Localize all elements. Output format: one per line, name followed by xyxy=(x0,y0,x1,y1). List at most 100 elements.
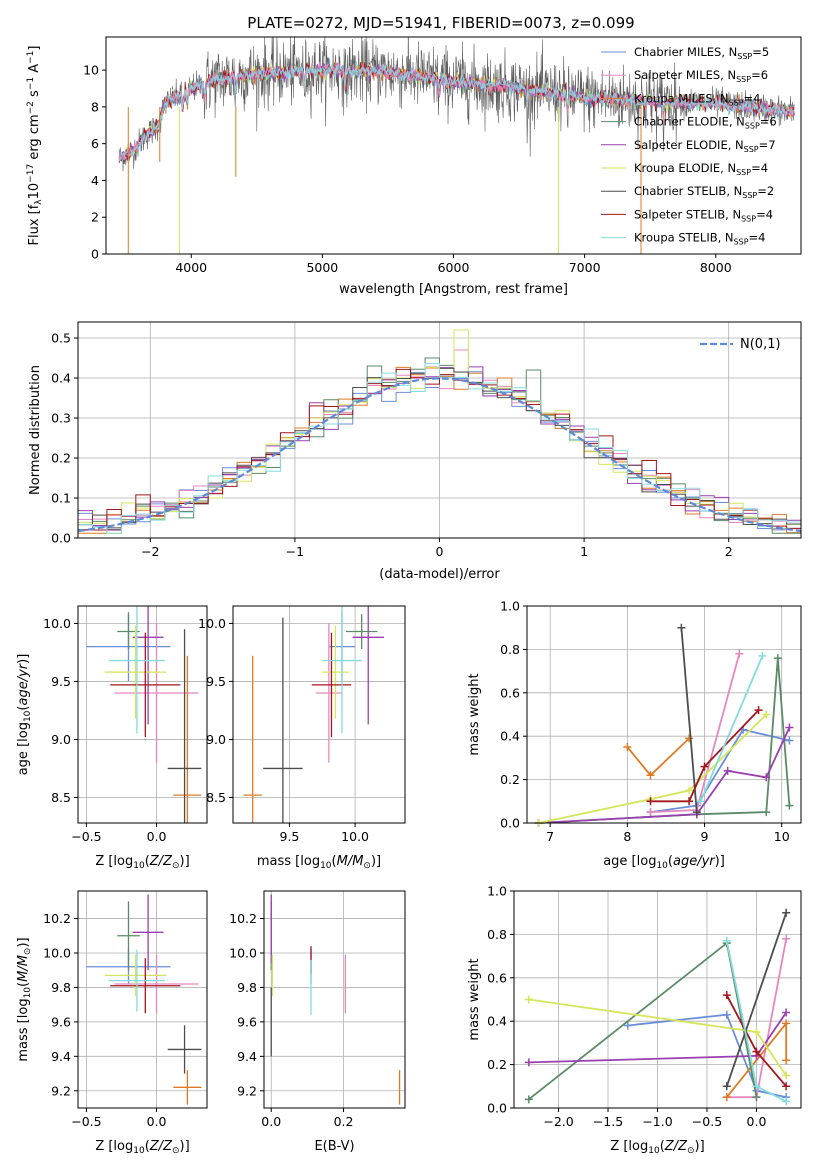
residuals-hist-kroupa-stelib xyxy=(78,363,801,538)
mass_vs_ebv-xtick-label: 0.0 xyxy=(261,1114,281,1129)
mass_vs_ebv-ytick-label: 9.6 xyxy=(237,1014,257,1029)
mass_weight_vs_age-xtick-label: 8 xyxy=(623,829,631,844)
age_vs_mass-ytick-label: 9.0 xyxy=(206,732,226,747)
residuals-normal-curve xyxy=(78,377,801,533)
spectrum-xtick-label: 4000 xyxy=(175,260,207,275)
mass-weight-vs-z-ylabel: mass weight xyxy=(467,958,482,1040)
mass_weight_vs_age-marker-3 xyxy=(773,654,782,663)
mass_weight_vs_age-marker-7 xyxy=(754,706,763,715)
age_vs_Z-ytick-label: 10.0 xyxy=(43,616,71,631)
mass_weight_vs_Z-marker-0 xyxy=(623,1021,632,1030)
mass_vs_Z-ytick-label: 9.2 xyxy=(51,1083,71,1098)
residuals-ytick-label: 0.3 xyxy=(51,411,71,426)
mass_vs_Z-axes: −0.5 0.0 9.2 9.4 9.6 9.8 10.0 10.2 xyxy=(43,891,207,1129)
residuals-xtick-label: 0 xyxy=(436,544,444,559)
mass_weight_vs_Z-marker-5 xyxy=(752,1028,761,1037)
mass_vs_ebv-points xyxy=(270,894,401,1105)
mass_weight_vs_age-marker-5 xyxy=(685,786,694,795)
mass_weight_vs_Z-marker-4 xyxy=(782,1008,791,1017)
mass_weight_vs_age-line-6 xyxy=(680,627,698,813)
residuals-frame xyxy=(77,321,802,539)
age_vs_Z-xtick-label: −0.5 xyxy=(71,829,101,844)
mass_weight_vs_Z-marker-2 xyxy=(782,1019,791,1028)
mass_weight_vs_age-line-4 xyxy=(538,727,791,824)
mass_weight_vs_age-xtick-label: 10 xyxy=(774,829,790,844)
mass_weight_vs_Z-marker-2 xyxy=(722,1093,731,1102)
mass_weight_vs_age-marker-4 xyxy=(723,766,732,775)
spectrum-xtick-label: 7000 xyxy=(569,260,601,275)
residuals-xtick-label: −1 xyxy=(286,544,304,559)
mass_weight_vs_age-marker-6 xyxy=(692,808,701,817)
age_vs_Z-ytick-label: 8.5 xyxy=(51,790,71,805)
age_vs_Z-ytick-label: 9.0 xyxy=(51,732,71,747)
mass_weight_vs_age-marker-5 xyxy=(762,710,771,719)
mass_weight_vs_Z-line-6 xyxy=(725,912,788,1087)
mass_weight_vs_age-ytick-label: 1.0 xyxy=(500,599,520,614)
spectrum-legend-entry: Kroupa MILES, NSSP=4 xyxy=(634,91,760,107)
spectrum-ytick-label: 2 xyxy=(91,210,99,225)
mass-weight-vs-age-ylabel: mass weight xyxy=(467,673,482,755)
mass_vs_ebv-ytick-label: 9.4 xyxy=(237,1049,257,1064)
spectrum-ytick-label: 10 xyxy=(83,63,99,78)
mass_vs_ebv-frame xyxy=(263,890,406,1109)
age_vs_mass-axes: 9.5 10.0 8.5 9.0 9.5 10.0 xyxy=(198,606,405,844)
mass_weight_vs_age-marker-7 xyxy=(685,797,694,806)
mass_weight_vs_Z-marker-2 xyxy=(782,1056,791,1065)
mass_weight_vs_age-marker-4 xyxy=(762,773,771,782)
spectrum-legend-entry: Chabrier STELIB, NSSP=2 xyxy=(634,184,774,200)
mass_weight_vs_Z-marker-3 xyxy=(752,1093,761,1102)
spectrum-ylabel: Flux [fλ10−17 erg cm−2 s−1 A−1] xyxy=(26,46,44,246)
mass_weight_vs_Z-marker-0 xyxy=(722,1010,731,1019)
age_vs_Z-points xyxy=(86,606,202,823)
mass_weight_vs_Z-marker-7 xyxy=(782,1082,791,1091)
mass_vs_ebv-xtick-label: 0.2 xyxy=(334,1114,354,1129)
mass_weight_vs_Z-marker-5 xyxy=(782,1071,791,1080)
mass_vs_Z-ytick-label: 9.8 xyxy=(51,980,71,995)
age-vs-z-xlabel: Z [log10(Z/Z⊙)] xyxy=(95,854,189,871)
mass_weight_vs_age-marker-7 xyxy=(700,762,709,771)
mass-vs-z-ylabel: mass [log10(M/M⊙)] xyxy=(16,937,33,1061)
mass_weight_vs_age-marker-0 xyxy=(785,736,794,745)
age_vs_Z-axes: −0.5 0.0 8.5 9.0 9.5 10.0 xyxy=(43,606,207,844)
mass_vs_ebv-ytick-label: 9.8 xyxy=(237,980,257,995)
spectrum-axes: 4000 5000 6000 7000 8000 0 2 4 6 8 10 xyxy=(83,63,732,275)
mass_weight_vs_age-ytick-label: 0.4 xyxy=(500,729,520,744)
age_vs_Z-ytick-label: 9.5 xyxy=(51,674,71,689)
mass_weight_vs_Z-xtick-label: −0.5 xyxy=(692,1114,722,1129)
spectrum-xtick-label: 6000 xyxy=(438,260,470,275)
mass_weight_vs_Z-ytick-label: 0.8 xyxy=(487,927,507,942)
residuals-series-group xyxy=(78,329,801,538)
mass_vs_Z-xtick-label: 0.0 xyxy=(147,1114,167,1129)
mass_weight_vs_age-ytick-label: 0.8 xyxy=(500,642,520,657)
mass_weight_vs_Z-ytick-label: 0.0 xyxy=(487,1101,507,1116)
mass_weight_vs_age-axes: 7 8 9 10 0.0 0.2 0.4 0.6 0.8 1.0 xyxy=(500,599,801,844)
age-vs-z-ylabel: age [log10(age/yr)] xyxy=(16,654,33,776)
mass_vs_ebv-ytick-label: 10.2 xyxy=(229,911,257,926)
residuals-xtick-label: 1 xyxy=(580,544,588,559)
mass_weight_vs_age-marker-3 xyxy=(762,808,771,817)
mass_weight_vs_Z-marker-5 xyxy=(524,995,533,1004)
mass_weight_vs_Z-xtick-label: −2.0 xyxy=(543,1114,573,1129)
spectrum-ytick-label: 0 xyxy=(91,247,99,262)
mass_weight_vs_Z-ytick-label: 0.6 xyxy=(487,970,507,985)
mass_weight_vs_age-marker-7 xyxy=(646,797,655,806)
spectrum-line-salpeter-miles xyxy=(118,61,795,162)
residuals-ytick-label: 0.0 xyxy=(51,531,71,546)
mass_vs_Z-ytick-label: 9.6 xyxy=(51,1014,71,1029)
spectrum-xlabel: wavelength [Angstrom, rest frame] xyxy=(339,282,568,297)
mass_weight_vs_Z-ytick-label: 0.2 xyxy=(487,1057,507,1072)
spectrum-legend-entry: Chabrier ELODIE, NSSP=6 xyxy=(634,115,777,131)
residuals-ylabel: Normed distribution xyxy=(28,365,43,495)
mass_vs_Z-xtick-label: −0.5 xyxy=(71,1114,101,1129)
mass_weight_vs_age-lines xyxy=(534,623,794,827)
residuals-xtick-label: −2 xyxy=(141,544,159,559)
mass_weight_vs_Z-marker-8 xyxy=(752,1082,761,1091)
mass_weight_vs_Z-marker-3 xyxy=(524,1095,533,1104)
mass_weight_vs_Z-marker-7 xyxy=(722,991,731,1000)
age_vs_mass-ytick-label: 9.5 xyxy=(206,674,226,689)
mass_weight_vs_age-line-5 xyxy=(538,713,767,824)
age_vs_mass-points xyxy=(243,606,384,823)
mass_weight_vs_Z-xtick-label: 0.0 xyxy=(747,1114,767,1129)
mass_weight_vs_Z-ytick-label: 1.0 xyxy=(487,884,507,899)
